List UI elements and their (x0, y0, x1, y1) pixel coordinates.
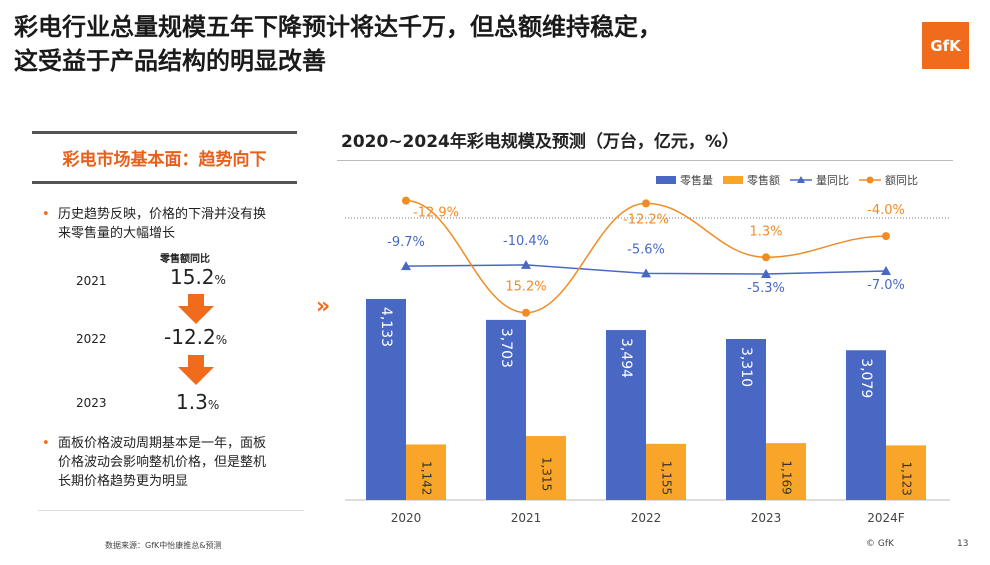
legend-item-vol-yoy: 量同比 (790, 172, 849, 188)
legend-label-amt: 零售额 (747, 174, 780, 187)
bullet-2-line-1: 面板价格波动周期基本是一年，面板 (58, 436, 267, 451)
legend-item-amt: 零售额 (723, 172, 780, 188)
volume-yoy-label: -5.3% (747, 281, 785, 296)
bar-amount-label: 1,142 (420, 461, 434, 495)
volume-yoy-label: -9.7% (387, 235, 425, 250)
bullet-dot: • (42, 207, 50, 222)
bar-volume (726, 339, 766, 500)
x-tick-label: 2021 (511, 511, 542, 525)
bullet-2-line-3: 长期价格趋势更为明显 (58, 474, 189, 489)
down-arrow-icon (178, 355, 214, 385)
volume-yoy-label: -10.4% (503, 234, 549, 249)
legend-label-amt-yoy: 额同比 (885, 174, 918, 187)
amount-yoy-label: 1.3% (749, 224, 782, 239)
amount-yoy-marker (762, 253, 770, 262)
bar-volume (606, 330, 646, 500)
panel-title: 彩电市场基本面：趋势向下 (62, 150, 267, 170)
volume-yoy-marker (761, 268, 771, 278)
bullet-2: • 面板价格波动周期基本是一年，面板 价格波动会影响整机价格，但是整机 长期价格… (42, 434, 308, 491)
legend-item-vol: 零售量 (656, 172, 713, 188)
page-number: 13 (957, 539, 969, 549)
bar-amount-label: 1,123 (900, 462, 914, 496)
yoy-value-2023: 1.3% (176, 390, 220, 414)
legend-label-vol: 零售量 (680, 174, 713, 187)
down-arrow-icon (178, 294, 214, 324)
legend-label-vol-yoy: 量同比 (816, 174, 849, 187)
chart-title: 2020~2024年彩电规模及预测（万台，亿元，%） (341, 132, 739, 152)
amount-yoy-marker (642, 199, 650, 208)
bullet-1-line-2: 来零售量的大幅增长 (58, 226, 176, 241)
data-source: 数据来源：GfK中怡康推总&预测 (105, 541, 222, 550)
bar-amount-label: 1,315 (540, 457, 554, 491)
yoy-value-2022: -12.2% (164, 325, 228, 349)
copyright: © GfK (866, 539, 894, 549)
amount-yoy-label: -12.2% (623, 212, 669, 227)
year-2022: 2022 (76, 332, 107, 346)
amount-yoy-marker (882, 232, 890, 241)
x-tick-label: 2020 (391, 511, 422, 525)
bullet-1: • 历史趋势反映，价格的下滑并没有换 来零售量的大幅增长 (42, 205, 308, 243)
bar-amount-label: 1,169 (780, 460, 794, 494)
bar-amount (526, 436, 566, 500)
bar-volume-label: 3,703 (498, 328, 514, 368)
bar-volume-label: 3,494 (618, 338, 634, 378)
legend-circle-icon (859, 176, 881, 184)
left-panel-frame (38, 190, 304, 511)
amount-yoy-label: 15.2% (505, 280, 546, 295)
amount-yoy-line (405, 199, 887, 314)
volume-yoy-marker (521, 259, 531, 269)
bar-volume (846, 350, 886, 500)
legend-triangle-icon (790, 176, 812, 183)
volume-yoy-marker (401, 261, 411, 271)
amount-yoy-label: -4.0% (867, 203, 905, 218)
chart-legend: 零售量 零售额 量同比 额同比 (656, 172, 918, 188)
bullet-2-line-2: 价格波动会影响整机价格，但是整机 (58, 455, 267, 470)
year-2023: 2023 (76, 396, 107, 410)
legend-item-amt-yoy: 额同比 (859, 172, 918, 188)
volume-yoy-label: -5.6% (627, 242, 665, 257)
year-2021: 2021 (76, 274, 107, 288)
bar-amount (646, 443, 686, 500)
volume-yoy-marker (881, 265, 891, 275)
volume-yoy-marker (641, 268, 651, 278)
bar-volume (486, 319, 526, 500)
bullet-1-line-1: 历史趋势反映，价格的下滑并没有换 (58, 207, 267, 222)
gfk-logo: GfK (922, 22, 969, 69)
bar-volume-label: 3,310 (738, 347, 754, 387)
panel-header: 彩电市场基本面：趋势向下 (32, 131, 297, 184)
amount-yoy-marker (522, 308, 530, 317)
volume-yoy-label: -7.0% (867, 278, 905, 293)
bar-amount-label: 1,155 (660, 461, 674, 495)
bar-volume-label: 3,079 (858, 358, 874, 398)
title-line-1: 彩电行业总量规模五年下降预计将达千万，但总额维持稳定， (14, 13, 662, 41)
yoy-header: 零售额同比 (160, 254, 210, 265)
title-line-2: 这受益于产品结构的明显改善 (14, 47, 326, 75)
x-tick-label: 2023 (751, 511, 782, 525)
bar-amount (406, 444, 446, 500)
legend-swatch-vol (656, 176, 676, 184)
amount-yoy-marker (402, 196, 410, 205)
legend-swatch-amt (723, 176, 743, 184)
yoy-value-2021: 15.2% (170, 265, 226, 289)
bar-volume-label: 4,133 (378, 307, 394, 347)
chart-title-rule (337, 160, 953, 161)
x-tick-label: 2022 (631, 511, 662, 525)
bar-amount (766, 443, 806, 500)
bar-volume (366, 298, 406, 500)
bullet-dot: • (42, 436, 50, 451)
x-tick-label: 2024F (867, 511, 905, 525)
page-title: 彩电行业总量规模五年下降预计将达千万，但总额维持稳定， 这受益于产品结构的明显改… (14, 10, 894, 78)
amount-yoy-label: -12.9% (413, 206, 459, 221)
bar-amount (886, 445, 926, 500)
